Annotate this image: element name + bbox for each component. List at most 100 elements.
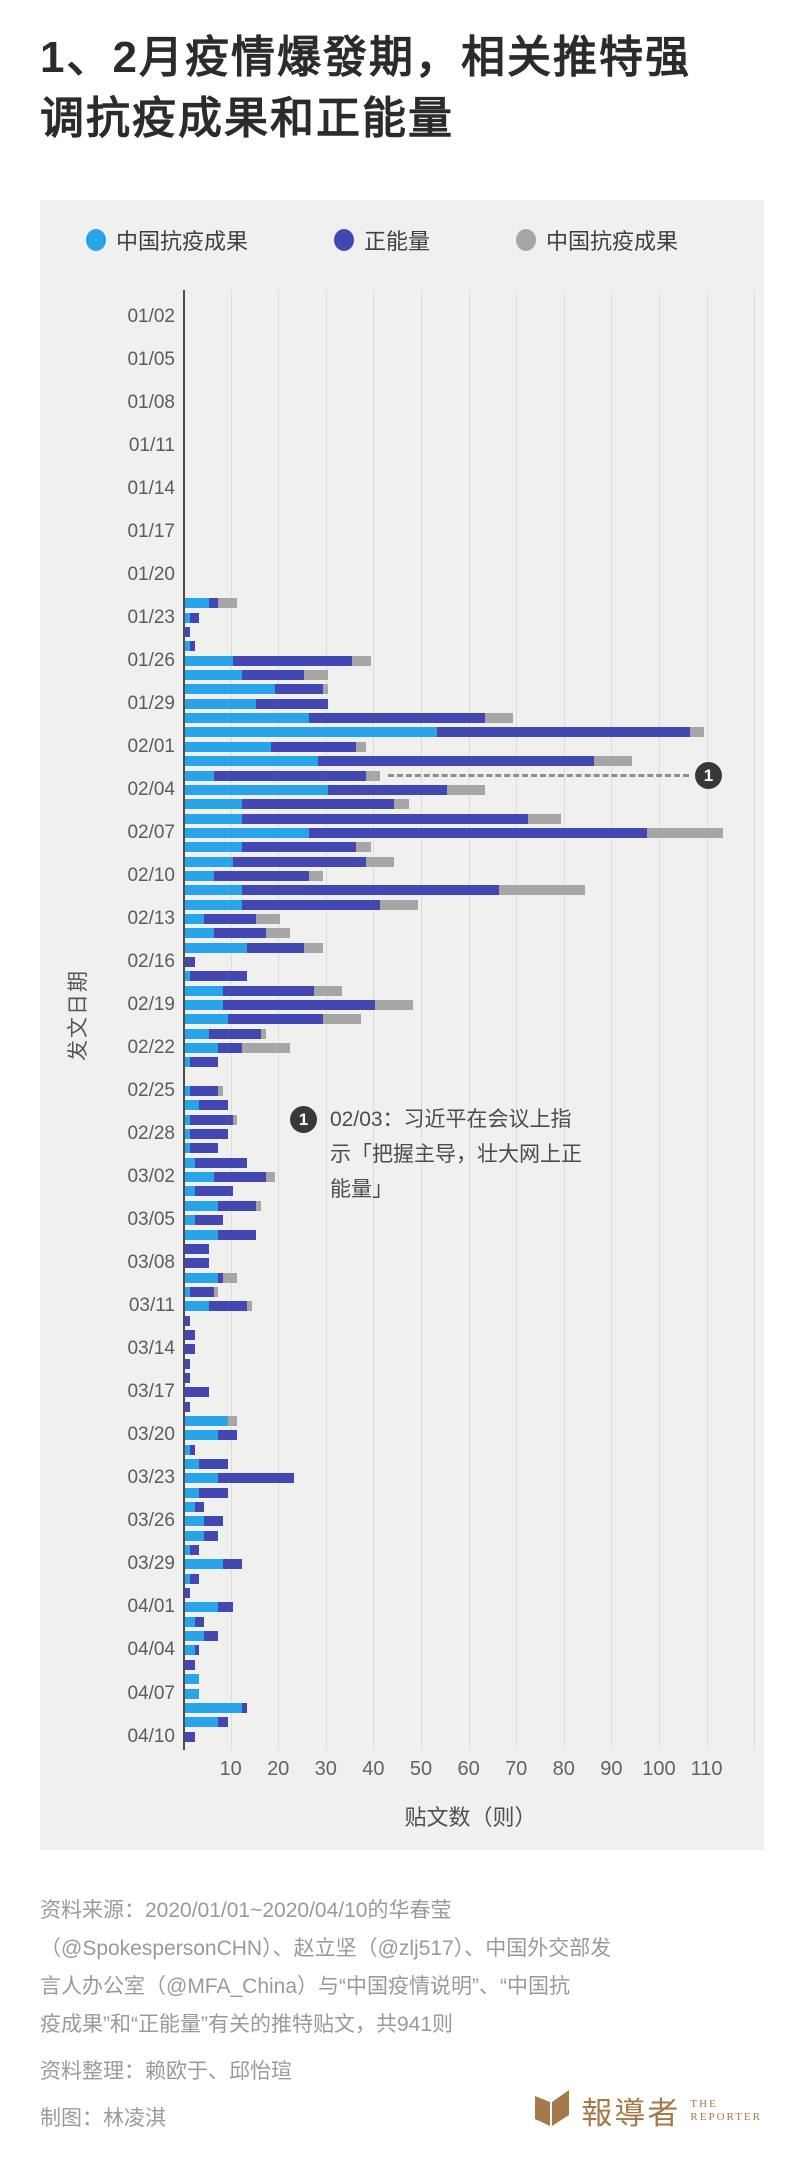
bar-segment bbox=[185, 1129, 190, 1140]
stacked-bar bbox=[185, 1444, 195, 1455]
bar-row-01/12 bbox=[185, 453, 758, 467]
bar-row-03/11: 03/11 bbox=[129, 1295, 758, 1316]
y-tick-label: 02/10 bbox=[127, 864, 175, 886]
bar-segment bbox=[232, 655, 352, 666]
stacked-bar bbox=[185, 913, 281, 924]
bar-row-03/31 bbox=[185, 1586, 758, 1600]
bar-row-02/12 bbox=[185, 897, 758, 911]
bar-segment bbox=[204, 913, 257, 924]
bar-segment bbox=[185, 1473, 219, 1484]
stacked-bar bbox=[185, 670, 328, 681]
gridline bbox=[563, 290, 565, 1750]
bar-segment bbox=[213, 870, 309, 881]
bar-segment bbox=[365, 770, 381, 781]
x-axis-title: 贴文数（则） bbox=[404, 1805, 537, 1830]
bar-segment bbox=[189, 1573, 200, 1584]
bar-row-01/05: 01/05 bbox=[127, 349, 758, 370]
legend-item-positive-energy: 正能量 bbox=[334, 224, 430, 256]
y-axis-line bbox=[183, 290, 185, 1750]
stacked-bar bbox=[185, 899, 419, 910]
bar-segment bbox=[185, 1401, 190, 1412]
bar-segment bbox=[185, 1588, 190, 1599]
bar-row-01/10 bbox=[185, 424, 758, 438]
bar-segment bbox=[185, 1014, 228, 1025]
bar-segment bbox=[327, 784, 447, 795]
bar-segment bbox=[189, 971, 247, 982]
bar-row-02/06 bbox=[185, 811, 758, 825]
reporter-logo: 報導者 THE REPORTER bbox=[533, 2088, 762, 2133]
bar-segment bbox=[256, 913, 281, 924]
stacked-bar bbox=[185, 1602, 233, 1613]
bar-row-02/20 bbox=[185, 1012, 758, 1026]
bar-segment bbox=[218, 598, 238, 609]
y-tick-label: 03/14 bbox=[127, 1338, 175, 1360]
bar-segment bbox=[185, 1645, 195, 1656]
bar-segment bbox=[185, 1114, 190, 1125]
stacked-bar bbox=[185, 1401, 190, 1412]
bar-segment bbox=[185, 784, 328, 795]
bar-segment bbox=[185, 698, 257, 709]
bar-segment bbox=[185, 670, 243, 681]
bar-segment bbox=[185, 1157, 195, 1168]
stacked-bar bbox=[185, 1143, 219, 1154]
stacked-bar bbox=[185, 1086, 224, 1097]
stacked-bar bbox=[185, 1301, 252, 1312]
bar-row-01/21 bbox=[185, 582, 758, 596]
bar-segment bbox=[189, 641, 195, 652]
bar-segment bbox=[189, 1129, 228, 1140]
bar-segment bbox=[204, 1516, 224, 1527]
gridline bbox=[516, 290, 518, 1750]
bar-row-01/07 bbox=[185, 381, 758, 395]
bar-row-01/15 bbox=[185, 496, 758, 510]
bar-row-04/05 bbox=[185, 1658, 758, 1672]
y-tick-label: 03/26 bbox=[127, 1510, 175, 1532]
reporter-book-icon bbox=[533, 2088, 571, 2133]
bar-segment bbox=[185, 1344, 195, 1355]
x-tick-label: 70 bbox=[505, 1758, 528, 1780]
stacked-bar bbox=[185, 1129, 228, 1140]
y-tick-label: 03/29 bbox=[127, 1553, 175, 1575]
bar-segment bbox=[185, 741, 271, 752]
annotation-badge: 1 bbox=[695, 762, 722, 790]
bar-segment bbox=[223, 1559, 243, 1570]
bar-segment bbox=[185, 942, 247, 953]
stacked-bar bbox=[185, 598, 238, 609]
bar-segment bbox=[185, 627, 190, 638]
stacked-bar bbox=[185, 655, 371, 666]
bar-segment bbox=[394, 799, 409, 810]
bar-row-01/31 bbox=[185, 725, 758, 739]
bar-row-04/04: 04/04 bbox=[127, 1639, 758, 1660]
bar-row-02/01: 02/01 bbox=[127, 736, 758, 757]
bar-segment bbox=[185, 1329, 195, 1340]
bar-segment bbox=[242, 1043, 290, 1054]
stacked-bar bbox=[185, 870, 323, 881]
bar-segment bbox=[185, 1545, 190, 1556]
bar-segment bbox=[199, 1100, 228, 1111]
stacked-bar bbox=[185, 1272, 238, 1283]
bar-segment bbox=[189, 1114, 233, 1125]
bar-segment bbox=[218, 1200, 257, 1211]
bar-segment bbox=[275, 684, 324, 695]
bar-row-01/11: 01/11 bbox=[129, 435, 758, 456]
bar-segment bbox=[185, 1215, 195, 1226]
bar-row-02/02 bbox=[185, 754, 758, 768]
y-tick-label: 02/28 bbox=[127, 1123, 175, 1145]
stacked-bar bbox=[185, 1702, 247, 1713]
bar-segment bbox=[242, 885, 500, 896]
bar-segment bbox=[194, 1616, 205, 1627]
stacked-bar bbox=[185, 827, 723, 838]
bar-row-01/09 bbox=[185, 410, 758, 424]
stacked-bar bbox=[185, 770, 381, 781]
bar-row-03/25 bbox=[185, 1500, 758, 1514]
bar-row-03/28 bbox=[185, 1543, 758, 1557]
bar-row-01/17: 01/17 bbox=[127, 521, 758, 542]
bar-segment bbox=[199, 1487, 228, 1498]
x-tick-label: 10 bbox=[219, 1758, 242, 1780]
bar-row-02/08 bbox=[185, 840, 758, 854]
footer: 资料来源：2020/01/01~2020/04/10的华春莹 （@Spokesp… bbox=[40, 1892, 760, 2138]
y-tick-label: 04/01 bbox=[127, 1596, 175, 1618]
bar-segment bbox=[242, 813, 528, 824]
bar-segment bbox=[185, 870, 214, 881]
bar-row-03/05: 03/05 bbox=[127, 1209, 758, 1230]
stacked-bar bbox=[185, 1243, 209, 1254]
